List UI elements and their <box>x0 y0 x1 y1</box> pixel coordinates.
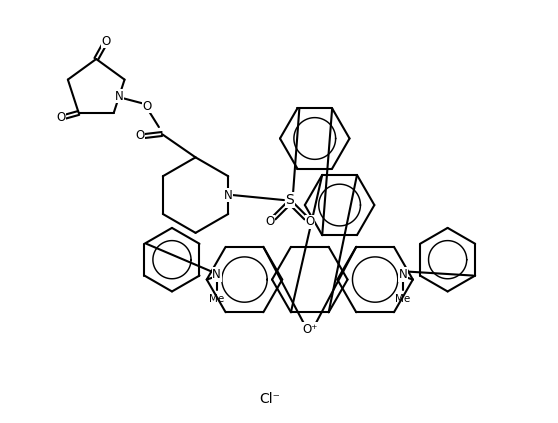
Text: N: N <box>398 268 407 281</box>
Text: O: O <box>56 111 65 124</box>
Text: O: O <box>136 129 145 143</box>
Text: N: N <box>212 268 221 281</box>
Text: Me: Me <box>395 294 411 305</box>
Text: N: N <box>115 90 123 103</box>
Text: S: S <box>286 193 294 207</box>
Text: O: O <box>266 215 275 228</box>
Text: N: N <box>224 189 233 202</box>
Text: O⁺: O⁺ <box>302 323 318 336</box>
Text: Me: Me <box>209 294 224 305</box>
Text: O: O <box>142 100 152 113</box>
Text: O: O <box>102 35 111 48</box>
Text: O: O <box>305 215 314 228</box>
Text: Cl⁻: Cl⁻ <box>259 392 281 406</box>
